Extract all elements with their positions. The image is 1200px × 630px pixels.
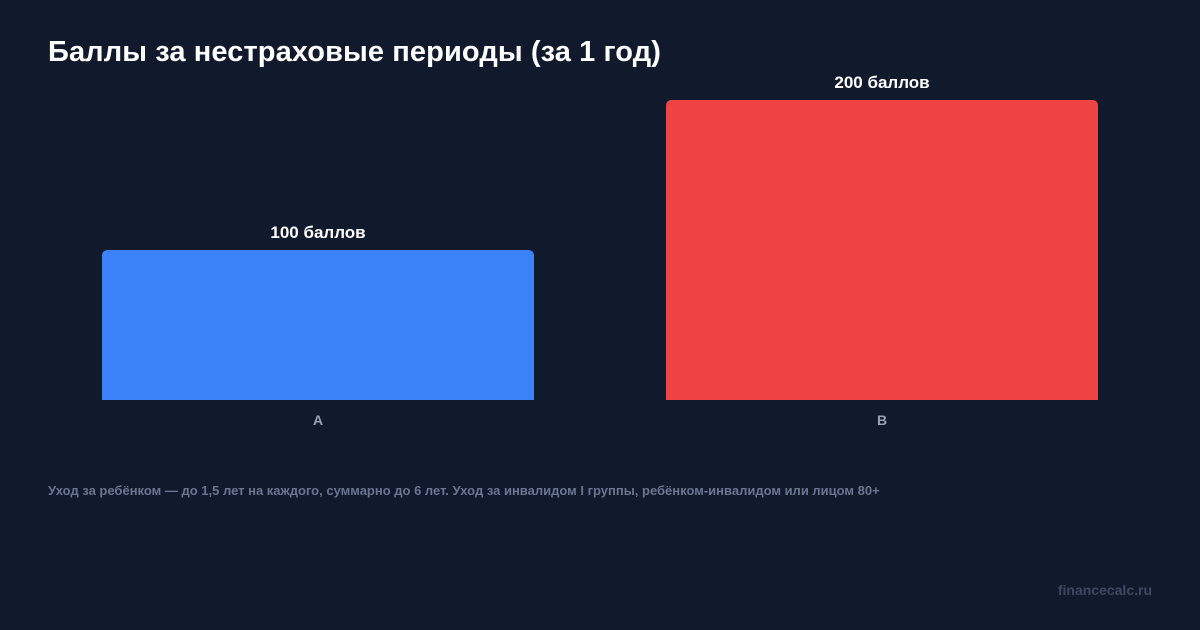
chart-title: Баллы за нестраховые периоды (за 1 год)	[48, 36, 661, 68]
data-label-a: 100 баллов	[270, 223, 365, 242]
site-watermark: financecalc.ru	[1057, 582, 1152, 598]
bar-b	[666, 100, 1098, 400]
data-label-b: 200 баллов	[834, 73, 929, 92]
chart-footnote: Уход за ребёнком — до 1,5 лет на каждого…	[48, 483, 880, 498]
bar-a	[102, 250, 534, 400]
category-label-b: B	[877, 412, 887, 428]
category-label-a: A	[313, 412, 323, 428]
